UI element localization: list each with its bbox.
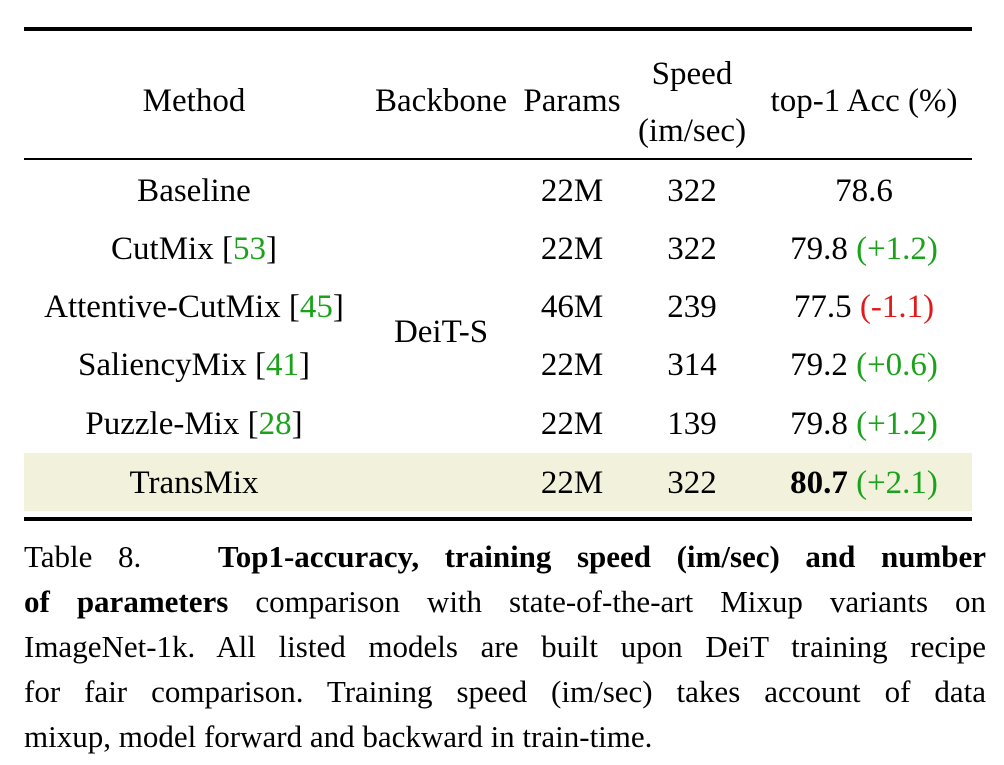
- method-cell: CutMix [53]: [111, 231, 277, 267]
- acc-cell: 79.8 (+1.2): [790, 406, 938, 442]
- citation-link[interactable]: 53: [232, 231, 266, 267]
- highlight-row-background: [24, 453, 972, 511]
- acc-value: 77.5: [793, 289, 852, 325]
- caption-line-5: mixup, model forward and backward in tra…: [24, 719, 653, 754]
- citation-link[interactable]: 41: [265, 347, 299, 383]
- speed-cell: 239: [667, 289, 717, 325]
- params-cell: 22M: [540, 231, 604, 267]
- acc-value: 78.6: [835, 173, 893, 209]
- acc-value: 79.2: [790, 347, 848, 383]
- caption-label: Table 8.: [24, 539, 142, 574]
- caption-line-4: for fair comparison. Training speed (im/…: [24, 674, 986, 709]
- citation-link[interactable]: 28: [258, 406, 292, 442]
- caption-line-2: of parameters comparison with state-of-t…: [24, 579, 986, 624]
- citation-link[interactable]: 45: [299, 289, 333, 325]
- header-backbone: Backbone: [375, 83, 507, 119]
- header-speed-line2: (im/sec): [637, 113, 747, 149]
- method-name: CutMix: [111, 231, 214, 267]
- table-header-rule: [24, 158, 972, 160]
- caption-line-3: ImageNet-1k. All listed models are built…: [24, 629, 986, 664]
- params-cell: 22M: [540, 173, 604, 209]
- method-name: Puzzle-Mix: [85, 406, 240, 442]
- method-cell: SaliencyMix [41]: [78, 347, 310, 383]
- acc-cell: 80.7 (+2.1): [790, 465, 938, 501]
- acc-cell: 79.8 (+1.2): [790, 231, 938, 267]
- acc-value: 80.7: [790, 465, 848, 501]
- caption-bold-2: of parameters: [24, 584, 229, 619]
- speed-cell: 322: [667, 465, 717, 501]
- method-name: Attentive-CutMix: [44, 289, 281, 325]
- acc-value: 79.8: [790, 406, 848, 442]
- params-cell: 46M: [540, 289, 604, 325]
- table-bottom-rule: [24, 517, 972, 521]
- header-acc: top-1 Acc (%): [770, 83, 958, 119]
- speed-cell: 139: [667, 406, 717, 442]
- acc-delta: (+1.2): [856, 406, 938, 442]
- acc-cell: 79.2 (+0.6): [790, 347, 938, 383]
- method-cell: Attentive-CutMix [45]: [44, 289, 344, 325]
- header-speed-line1: Speed: [651, 56, 733, 92]
- method-cell: TransMix: [130, 465, 259, 501]
- speed-cell: 322: [667, 173, 717, 209]
- method-name: SaliencyMix: [78, 347, 247, 383]
- speed-cell: 322: [667, 231, 717, 267]
- method-name: Baseline: [137, 173, 251, 209]
- method-cell: Puzzle-Mix [28]: [85, 406, 303, 442]
- acc-delta: (+2.1): [856, 465, 938, 501]
- acc-cell: 77.5 (-1.1): [794, 289, 934, 325]
- params-cell: 22M: [540, 406, 604, 442]
- caption-bold-1: Top1-accuracy, training speed (im/sec) a…: [217, 539, 987, 574]
- params-cell: 22M: [540, 465, 604, 501]
- acc-delta: (-1.1): [859, 289, 935, 325]
- table-top-rule: [24, 27, 972, 31]
- params-cell: 22M: [540, 347, 604, 383]
- acc-value: 79.8: [790, 231, 848, 267]
- caption-line-1: Table 8. Top1-accuracy, training speed (…: [24, 534, 986, 579]
- acc-delta: (+0.6): [856, 347, 938, 383]
- header-params: Params: [523, 83, 621, 119]
- backbone-cell: DeiT-S: [393, 314, 489, 350]
- table-caption: Table 8. Top1-accuracy, training speed (…: [24, 534, 986, 759]
- speed-cell: 314: [667, 347, 717, 383]
- header-method: Method: [142, 83, 246, 119]
- acc-delta: (+1.2): [856, 231, 938, 267]
- method-cell: Baseline: [137, 173, 251, 209]
- method-name: TransMix: [129, 465, 259, 501]
- acc-cell: 78.6: [835, 173, 893, 209]
- caption-line-2-rest: comparison with state-of-the-art Mixup v…: [255, 584, 986, 619]
